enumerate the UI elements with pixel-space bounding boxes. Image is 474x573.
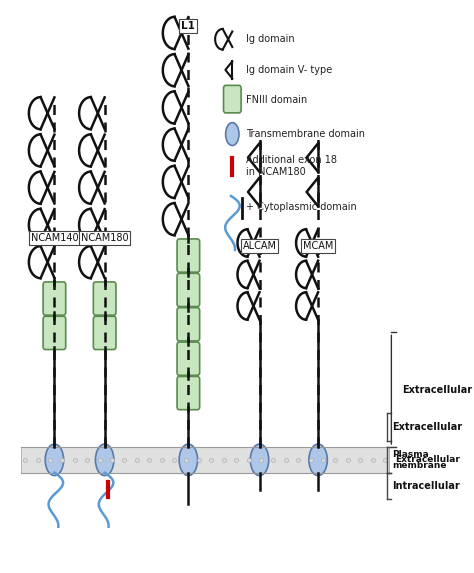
FancyBboxPatch shape	[93, 316, 116, 350]
Text: Transmembrane domain: Transmembrane domain	[246, 129, 365, 139]
Text: + Cytoplasmic domain: + Cytoplasmic domain	[246, 202, 357, 213]
Ellipse shape	[309, 444, 328, 476]
Ellipse shape	[95, 444, 114, 476]
Text: Ig domain: Ig domain	[246, 34, 295, 44]
Text: Plasma
membrane: Plasma membrane	[392, 450, 447, 469]
Text: NCAM180: NCAM180	[81, 233, 128, 243]
FancyBboxPatch shape	[43, 316, 66, 350]
Text: MCAM: MCAM	[303, 241, 333, 252]
Ellipse shape	[226, 123, 239, 146]
FancyBboxPatch shape	[93, 282, 116, 315]
FancyBboxPatch shape	[43, 282, 66, 315]
FancyBboxPatch shape	[177, 273, 200, 307]
Text: L1: L1	[182, 21, 195, 31]
FancyBboxPatch shape	[177, 342, 200, 375]
FancyBboxPatch shape	[177, 239, 200, 272]
Text: FNIII domain: FNIII domain	[246, 95, 307, 105]
Text: Extracellular: Extracellular	[402, 384, 472, 395]
Bar	[21, 447, 389, 473]
Text: Additional exon 18
in NCAM180: Additional exon 18 in NCAM180	[246, 155, 337, 177]
FancyBboxPatch shape	[177, 376, 200, 410]
Text: Ig domain V- type: Ig domain V- type	[246, 65, 332, 75]
Ellipse shape	[179, 444, 198, 476]
FancyBboxPatch shape	[224, 85, 241, 113]
Text: ALCAM: ALCAM	[243, 241, 276, 252]
FancyBboxPatch shape	[177, 308, 200, 341]
Text: Intracellular: Intracellular	[392, 481, 460, 490]
Ellipse shape	[250, 444, 269, 476]
Text: Extracellular: Extracellular	[395, 456, 460, 464]
Text: Extracellular: Extracellular	[392, 422, 463, 432]
Ellipse shape	[45, 444, 64, 476]
Text: NCAM140: NCAM140	[31, 233, 78, 243]
